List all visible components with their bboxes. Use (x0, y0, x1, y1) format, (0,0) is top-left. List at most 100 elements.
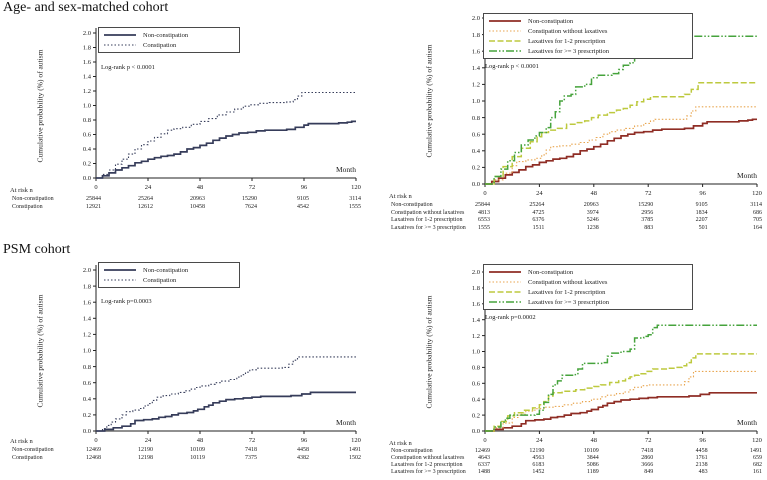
y-tick-label: 1.0 (472, 98, 480, 105)
legend-entry-laxatives-for-3-prescription: Laxatives for >= 3 prescription (488, 297, 688, 307)
x-tick-label: 0 (94, 437, 97, 444)
x-tick-label: 120 (752, 190, 762, 197)
at-risk-value: 5246 (586, 217, 599, 223)
at-risk-value: 12921 (86, 204, 101, 210)
y-tick-label: 0.2 (472, 165, 480, 172)
y-axis-title: Cumulative probability (%) of autism (35, 49, 45, 162)
y-tick-label: 0.2 (83, 161, 91, 168)
at-risk-value: 10119 (190, 455, 205, 461)
legend: Non-constipation Constipation without lax… (483, 264, 693, 310)
at-risk-value: 12198 (138, 455, 153, 461)
x-tick-label: 0 (483, 190, 486, 197)
series-curve-non-constipation (485, 118, 757, 185)
at-risk-value: 12612 (138, 204, 153, 210)
at-risk-value: 2860 (641, 455, 654, 461)
y-tick-label: 1.8 (472, 32, 480, 39)
at-risk-row-label: Laxatives for 1-2 prescription (391, 462, 463, 468)
at-risk-value: 4725 (532, 209, 545, 216)
at-risk-value: 7418 (245, 447, 257, 453)
legend-entry-non-constipation: Non-constipation (488, 16, 688, 26)
at-risk-value: 4813 (478, 209, 490, 216)
km-panel-matched-laxative-groups: 0.0 0.2 0.4 0.6 0.8 1.0 1.2 1.4 1.6 1.8 2.0 0 24 48 72… (385, 0, 767, 240)
x-tick-label: 24 (145, 437, 152, 444)
y-axis-title: Cumulative probability (%) of autism (35, 294, 45, 407)
at-risk-value: 161 (753, 469, 762, 475)
x-tick-label: 0 (483, 437, 486, 444)
x-tick-label: 120 (351, 184, 361, 191)
legend-entry-non-constipation: Non-constipation (103, 265, 235, 275)
at-risk-value: 883 (644, 224, 654, 231)
x-tick-label: 48 (197, 184, 204, 191)
y-tick-label: 0.6 (83, 132, 92, 139)
y-tick-label: 0.4 (472, 148, 481, 155)
y-tick-label: 1.4 (83, 74, 92, 81)
legend-label: Constipation without laxatives (528, 278, 608, 286)
y-tick-label: 1.4 (472, 65, 481, 72)
cohort-title-matched: Age- and sex-matched cohort (3, 0, 169, 15)
at-risk-value: 1488 (478, 469, 490, 475)
at-risk-value: 1511 (532, 224, 545, 231)
y-tick-label: 0.0 (83, 428, 91, 435)
x-tick-label: 96 (301, 184, 308, 191)
at-risk-row-label: Constipation without laxatives (391, 455, 465, 461)
series-curve-constipation-without-laxatives (485, 106, 757, 185)
y-tick-label: 1.2 (472, 82, 480, 89)
at-risk-value: 3785 (641, 217, 654, 223)
x-tick-label: 24 (536, 190, 543, 197)
series-curve-non-constipation (96, 391, 356, 432)
at-risk-value: 686 (753, 209, 762, 216)
at-risk-value: 25844 (86, 196, 101, 202)
y-tick-label: 0.8 (83, 364, 91, 371)
series-curve-constipation (96, 356, 356, 432)
x-tick-label: 72 (249, 437, 256, 444)
legend-line-sample (489, 40, 521, 42)
y-tick-label: 1.2 (83, 88, 91, 95)
x-axis-unit-label: Month (737, 418, 757, 427)
at-risk-value: 4458 (297, 447, 309, 453)
at-risk-value: 4542 (297, 204, 309, 210)
y-tick-label: 1.6 (472, 301, 481, 308)
at-risk-value: 1502 (349, 455, 361, 461)
at-risk-value: 1555 (478, 224, 490, 231)
legend: Non-constipation Constipation (98, 262, 240, 288)
at-risk-value: 6376 (532, 217, 545, 223)
y-tick-label: 0.8 (472, 365, 480, 372)
at-risk-value: 2956 (641, 209, 654, 216)
legend-label: Non-constipation (528, 17, 574, 25)
at-risk-value: 659 (753, 455, 762, 461)
y-tick-label: 0.6 (83, 380, 92, 387)
x-axis-unit-label: Month (336, 165, 356, 174)
legend-line-sample (489, 291, 521, 293)
at-risk-row-label: Non-constipation (12, 196, 54, 202)
y-axis-title: Cumulative probability (%) of autism (424, 44, 434, 158)
legend-line-sample (489, 50, 521, 52)
y-axis-title: Cumulative probability (%) of autism (424, 295, 434, 408)
y-tick-label: 1.0 (83, 348, 91, 355)
y-tick-label: 0.0 (472, 181, 480, 188)
x-tick-label: 96 (301, 437, 308, 444)
x-tick-label: 72 (645, 437, 652, 444)
legend-line-sample (104, 279, 136, 281)
legend-line-sample (104, 34, 136, 36)
legend: Non-constipation Constipation (98, 27, 240, 53)
log-rank-label: Log-rank p < 0.0001 (101, 64, 155, 71)
legend-entry-non-constipation: Non-constipation (103, 30, 235, 40)
at-risk-value: 3974 (586, 209, 599, 216)
at-risk-value: 10109 (190, 447, 205, 453)
at-risk-value: 25264 (138, 196, 153, 202)
x-axis-unit-label: Month (737, 171, 757, 180)
y-tick-label: 1.8 (83, 45, 91, 52)
legend-entry-constipation: Constipation (103, 275, 235, 285)
y-tick-label: 1.4 (83, 316, 92, 323)
x-tick-label: 72 (249, 184, 256, 191)
at-risk-value: 20963 (583, 202, 599, 208)
y-tick-label: 1.8 (472, 285, 480, 292)
legend-label: Laxatives for >= 3 prescription (528, 298, 609, 306)
y-tick-label: 0.4 (83, 146, 92, 153)
legend-label: Non-constipation (143, 31, 189, 39)
y-tick-label: 1.6 (472, 48, 481, 55)
at-risk-value: 9105 (695, 202, 708, 208)
at-risk-value: 4643 (478, 455, 490, 461)
series-curve-constipation (96, 91, 356, 179)
axes (95, 265, 356, 432)
